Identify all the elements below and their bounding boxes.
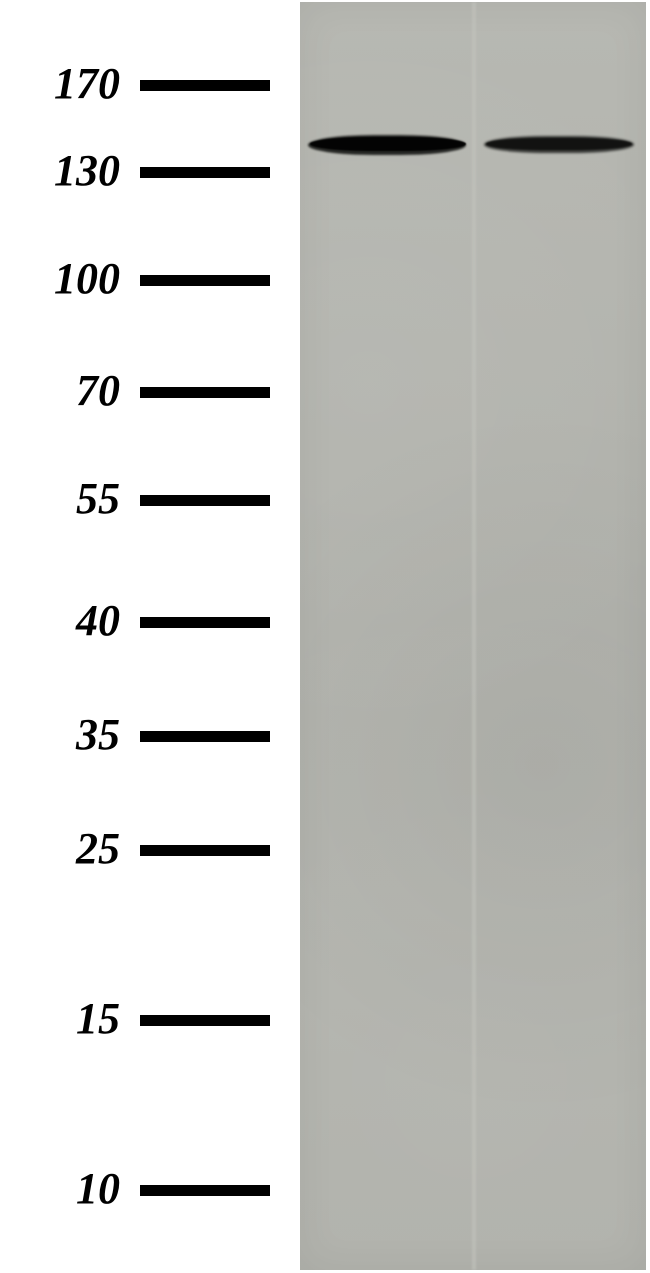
- mw-tick-40: [140, 617, 270, 628]
- mw-tick-15: [140, 1015, 270, 1026]
- mw-label-35: 35: [10, 709, 120, 760]
- mw-tick-35: [140, 731, 270, 742]
- mw-label-15: 15: [10, 993, 120, 1044]
- mw-label-40: 40: [10, 595, 120, 646]
- mw-label-170: 170: [10, 58, 120, 109]
- mw-label-130: 130: [10, 145, 120, 196]
- mw-label-55: 55: [10, 473, 120, 524]
- mw-tick-130: [140, 167, 270, 178]
- mw-label-25: 25: [10, 823, 120, 874]
- blot-membrane: [300, 2, 646, 1270]
- mw-label-10: 10: [10, 1163, 120, 1214]
- mw-label-70: 70: [10, 365, 120, 416]
- mw-tick-10: [140, 1185, 270, 1196]
- mw-tick-70: [140, 387, 270, 398]
- lane-divider: [472, 2, 476, 1270]
- mw-tick-25: [140, 845, 270, 856]
- mw-tick-170: [140, 80, 270, 91]
- lane1-band-core: [310, 137, 466, 151]
- mw-tick-100: [140, 275, 270, 286]
- mw-label-100: 100: [10, 253, 120, 304]
- mw-tick-55: [140, 495, 270, 506]
- lane2-band-core: [486, 138, 632, 150]
- blot-figure: 170 130 100 70 55 40 35 25 15 10: [0, 0, 650, 1273]
